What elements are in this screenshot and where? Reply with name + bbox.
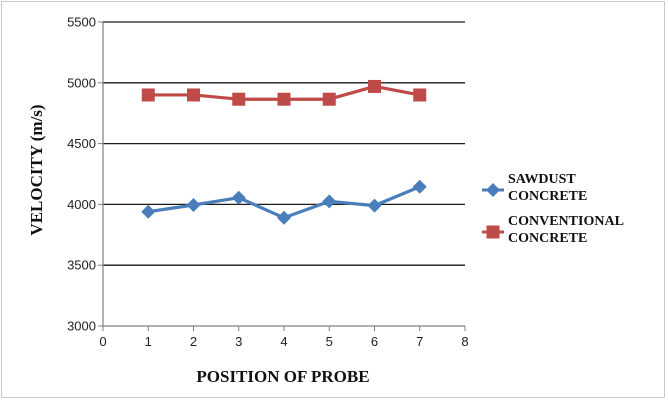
legend-item-1: SAWDUST CONCRETE [482,172,587,204]
series-group [141,79,427,225]
data-point [231,190,246,205]
legend-marker [486,183,500,197]
x-tick-label: 2 [190,334,197,349]
legend-label: CONCRETE [508,231,587,246]
axes [98,21,466,331]
x-tick-label: 6 [371,334,378,349]
y-tick-label: 3000 [67,319,96,334]
x-tick-label: 4 [280,334,287,349]
legend-item-2: CONVENTIONAL CONCRETE [482,214,624,246]
data-point [277,210,291,225]
x-tick-label: 3 [235,334,242,349]
y-tick-labels: 3000 3500 4000 4500 5000 5500 [67,15,96,334]
data-point [186,198,201,213]
legend: SAWDUST CONCRETE CONVENTIONAL CONCRETE [482,172,624,246]
legend-label: CONVENTIONAL [508,214,624,229]
y-tick-label: 3500 [67,258,96,273]
x-tick-label: 5 [326,334,333,349]
legend-marker [486,225,500,239]
x-tick-label: 8 [461,334,468,349]
series-1 [141,179,427,225]
data-point [141,88,155,102]
data-point [232,92,246,106]
data-point [277,92,291,106]
data-point [322,92,336,106]
data-point [187,88,200,102]
data-point [412,179,427,194]
y-tick-label: 5500 [67,15,96,30]
data-point [367,198,382,213]
gridlines [103,21,465,266]
x-tick-labels: 0 1 2 3 4 5 6 7 8 [99,334,468,349]
series-2 [141,79,427,106]
data-point [413,88,427,102]
data-point [368,79,381,93]
data-point [141,204,156,219]
x-tick-label: 0 [99,334,106,349]
y-tick-label: 5000 [67,75,96,90]
x-axis-label: POSITION OF PROBE [196,367,369,386]
legend-label: CONCRETE [508,189,587,204]
x-tick-label: 1 [145,334,152,349]
y-axis-label: VELOCITY (m/s) [27,104,46,235]
y-tick-label: 4500 [67,136,96,151]
data-point [322,194,337,209]
legend-label: SAWDUST [508,172,576,187]
y-tick-label: 4000 [67,197,96,212]
x-tick-label: 7 [416,334,423,349]
